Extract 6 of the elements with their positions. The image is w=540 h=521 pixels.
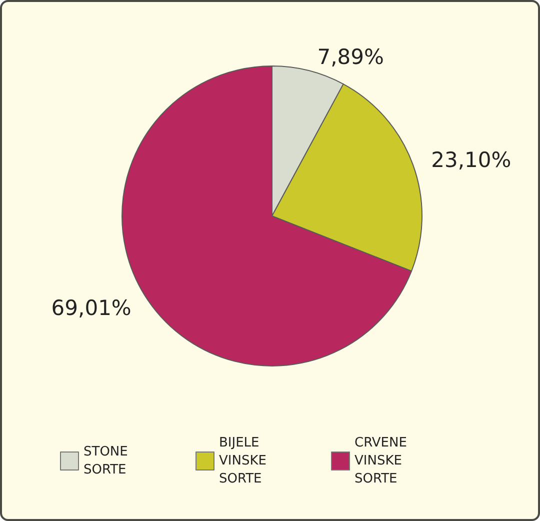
data-label: 69,01% (51, 296, 132, 320)
data-label: 23,10% (431, 148, 512, 172)
legend-label: CRVENE VINSKE SORTE (354, 436, 412, 486)
legend-label: BIJELE VINSKE SORTE (219, 436, 271, 486)
data-label: 7,89% (317, 45, 384, 70)
legend-label: STONE SORTE (84, 444, 132, 478)
